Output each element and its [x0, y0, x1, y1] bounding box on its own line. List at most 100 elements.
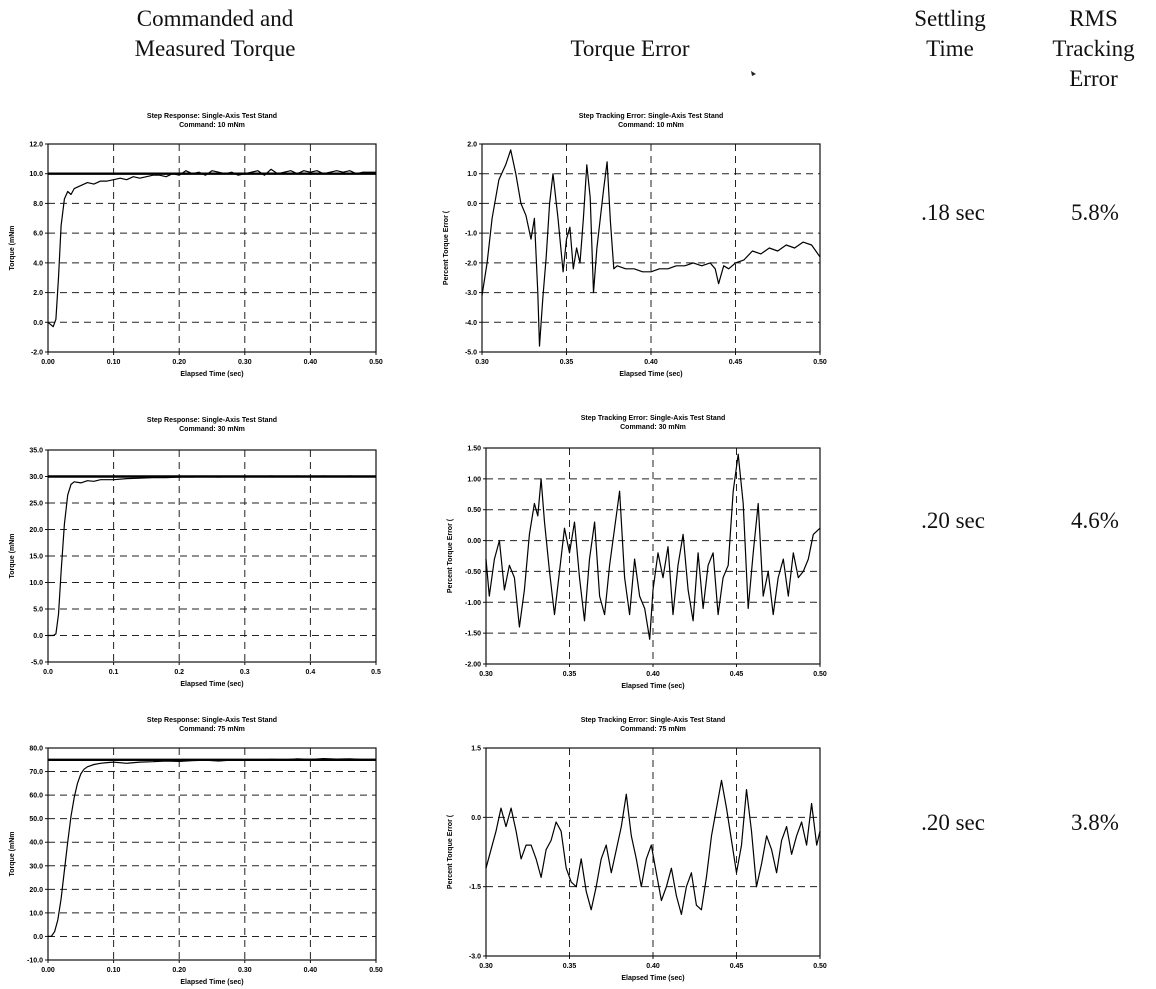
plot-tracking-error-10: Step Tracking Error: Single-Axis Test St…	[440, 108, 835, 398]
y-tick-label: 5.0	[33, 607, 43, 614]
y-tick-label: 70.0	[29, 769, 43, 776]
y-tick-label: 0.0	[467, 201, 477, 208]
x-tick-label: 0.30	[238, 967, 252, 974]
y-tick-label: 4.0	[33, 260, 43, 267]
x-axis-label: Elapsed Time (sec)	[619, 371, 682, 378]
y-tick-label: 10.0	[29, 580, 43, 587]
y-tick-label: 2.0	[33, 290, 43, 297]
x-tick-label: 0.35	[563, 963, 577, 970]
y-tick-label: 10.0	[29, 910, 43, 917]
chart-svg: Step Response: Single-Axis Test Stand Com…	[9, 417, 381, 688]
torque-error-line	[485, 779, 821, 915]
chart-subtitle: Command: 75 mNm	[179, 726, 245, 733]
y-tick-label: 0.50	[467, 507, 481, 514]
y-tick-label: 15.0	[29, 554, 43, 561]
x-tick-label: 0.00	[41, 967, 55, 974]
header-commanded-measured-torque: Commanded and Measured Torque	[95, 4, 335, 64]
y-tick-label: 40.0	[29, 840, 43, 847]
chart-svg: Step Tracking Error: Single-Axis Test St…	[447, 717, 827, 982]
chart-title: Step Tracking Error: Single-Axis Test St…	[581, 415, 726, 422]
stray-mark	[751, 71, 756, 76]
x-tick-label: 0.20	[172, 359, 186, 366]
header-torque-error: Torque Error	[520, 34, 740, 64]
y-axis-label: Torque (mNm	[9, 534, 16, 579]
chart-svg: Step Response: Single-Axis Test Stand Com…	[9, 113, 383, 378]
y-tick-label: 1.5	[471, 746, 481, 753]
chart-subtitle: Command: 30 mNm	[179, 426, 245, 433]
y-axis-label: Percent Torque Error (	[447, 814, 454, 889]
header-rms-tracking-error: RMS Tracking Error	[1036, 4, 1151, 94]
x-tick-label: 0.35	[563, 671, 577, 678]
y-tick-label: -2.00	[465, 662, 481, 669]
x-tick-label: 0.40	[646, 963, 660, 970]
chart-svg: Step Response: Single-Axis Test Stand Com…	[9, 717, 383, 986]
y-tick-label: -5.0	[465, 350, 477, 357]
y-tick-label: -5.0	[31, 660, 43, 667]
y-tick-label: 20.0	[29, 527, 43, 534]
header-line: Time	[926, 36, 974, 61]
x-tick-label: 0.20	[172, 967, 186, 974]
chart-subtitle: Command: 30 mNm	[620, 424, 686, 431]
plot-step-response-75: Step Response: Single-Axis Test Stand Com…	[0, 712, 390, 989]
settling-time-value: .20 sec	[921, 810, 985, 835]
x-tick-label: 0.0	[43, 669, 53, 676]
y-tick-label: 0.0	[471, 815, 481, 822]
settling-time-value: .20 sec	[921, 508, 985, 533]
y-tick-label: 8.0	[33, 201, 43, 208]
measured-torque-line	[47, 168, 376, 328]
y-tick-label: 0.0	[33, 633, 43, 640]
x-tick-label: 0.40	[646, 671, 660, 678]
x-tick-label: 0.50	[369, 359, 383, 366]
chart-title: Step Response: Single-Axis Test Stand	[147, 417, 277, 424]
y-tick-label: -3.0	[465, 290, 477, 297]
x-tick-label: 0.3	[240, 669, 250, 676]
y-tick-label: 20.0	[29, 887, 43, 894]
y-tick-label: -2.0	[465, 260, 477, 267]
chart-subtitle: Command: 75 mNm	[620, 726, 686, 733]
x-tick-label: 0.50	[813, 963, 827, 970]
y-tick-label: 12.0	[29, 142, 43, 149]
x-axis-label: Elapsed Time (sec)	[180, 371, 243, 378]
chart-subtitle: Command: 10 mNm	[618, 122, 684, 129]
torque-error-line	[481, 149, 821, 347]
y-tick-label: 0.00	[467, 538, 481, 545]
y-tick-label: -1.0	[465, 231, 477, 238]
y-tick-label: -4.0	[465, 320, 477, 327]
chart-subtitle: Command: 10 mNm	[179, 122, 245, 129]
measured-torque-line	[48, 757, 377, 937]
x-tick-label: 0.45	[730, 963, 744, 970]
y-tick-label: 80.0	[29, 746, 43, 753]
settling-time-value: .18 sec	[921, 200, 985, 225]
y-tick-label: 30.0	[29, 474, 43, 481]
rms-error-value: 3.8%	[1071, 810, 1119, 835]
x-tick-label: 0.50	[813, 671, 827, 678]
y-tick-label: 35.0	[29, 448, 43, 455]
y-tick-label: 1.00	[467, 476, 481, 483]
header-settling-time: Settling Time	[895, 4, 1005, 64]
x-tick-label: 0.00	[41, 359, 55, 366]
y-tick-label: 0.0	[33, 934, 43, 941]
header-line: Settling	[914, 6, 986, 31]
x-tick-label: 0.45	[730, 671, 744, 678]
plot-frame	[47, 143, 377, 353]
y-tick-label: 60.0	[29, 793, 43, 800]
header-line: Commanded and	[136, 6, 294, 31]
x-axis-label: Elapsed Time (sec)	[621, 975, 684, 982]
x-tick-label: 0.10	[107, 359, 121, 366]
x-axis-label: Elapsed Time (sec)	[180, 979, 243, 986]
plot-step-response-30: Step Response: Single-Axis Test Stand Com…	[0, 412, 390, 702]
plot-tracking-error-30: Step Tracking Error: Single-Axis Test St…	[440, 410, 835, 700]
header-line: Measured Torque	[134, 36, 296, 61]
y-tick-label: 1.50	[467, 446, 481, 453]
x-tick-label: 0.40	[304, 359, 318, 366]
chart-svg: Step Tracking Error: Single-Axis Test St…	[447, 415, 827, 690]
torque-error-line	[485, 453, 821, 640]
y-tick-label: 25.0	[29, 501, 43, 508]
plot-tracking-error-75: Step Tracking Error: Single-Axis Test St…	[440, 712, 835, 989]
y-tick-label: 1.0	[467, 171, 477, 178]
y-tick-label: -1.5	[469, 884, 481, 891]
y-tick-label: 30.0	[29, 863, 43, 870]
x-tick-label: 0.2	[174, 669, 184, 676]
x-axis-label: Elapsed Time (sec)	[180, 681, 243, 688]
x-tick-label: 0.10	[107, 967, 121, 974]
